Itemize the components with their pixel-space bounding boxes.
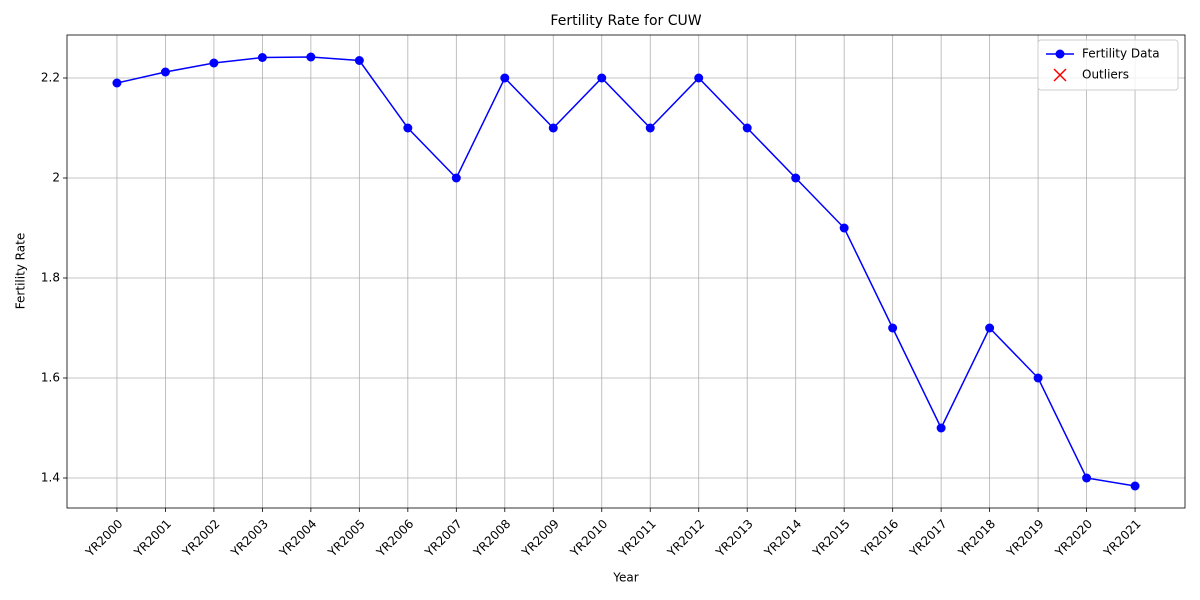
marker (985, 323, 995, 333)
marker (548, 123, 558, 133)
legend-box (1037, 39, 1179, 91)
marker (500, 73, 510, 83)
marker (1055, 49, 1065, 59)
marker (403, 123, 413, 133)
y-tick-label: 2.2 (41, 71, 60, 85)
marker (936, 423, 946, 433)
marker (1053, 68, 1067, 82)
marker-x (1053, 68, 1067, 82)
marker (160, 67, 170, 77)
marker (742, 123, 752, 133)
marker (451, 173, 461, 183)
marker (209, 58, 219, 68)
series-line (116, 56, 1136, 487)
marker (1033, 373, 1043, 383)
marker (1130, 481, 1140, 491)
marker (597, 73, 607, 83)
x-axis-label: Year (612, 571, 638, 585)
y-tick-label: 1.6 (41, 371, 60, 385)
marker (306, 52, 316, 62)
marker (112, 78, 122, 88)
marker (839, 223, 849, 233)
marker (1082, 473, 1092, 483)
marker (888, 323, 898, 333)
marker (791, 173, 801, 183)
legend-label: Outliers (1082, 68, 1129, 82)
legend: Fertility Data Outliers (1037, 39, 1179, 91)
y-tick-label: 1.8 (41, 271, 60, 285)
y-tick-label: 2 (52, 171, 60, 185)
marker (694, 73, 704, 83)
y-tick-label: 1.4 (41, 471, 60, 485)
marker (257, 53, 267, 62)
plot-frame (66, 34, 1186, 509)
legend-label: Fertility Data (1082, 47, 1160, 61)
marker (354, 56, 364, 65)
y-axis-label: Fertility Rate (14, 233, 28, 309)
marker (645, 123, 655, 133)
chart-title: Fertility Rate for CUW (550, 13, 701, 29)
